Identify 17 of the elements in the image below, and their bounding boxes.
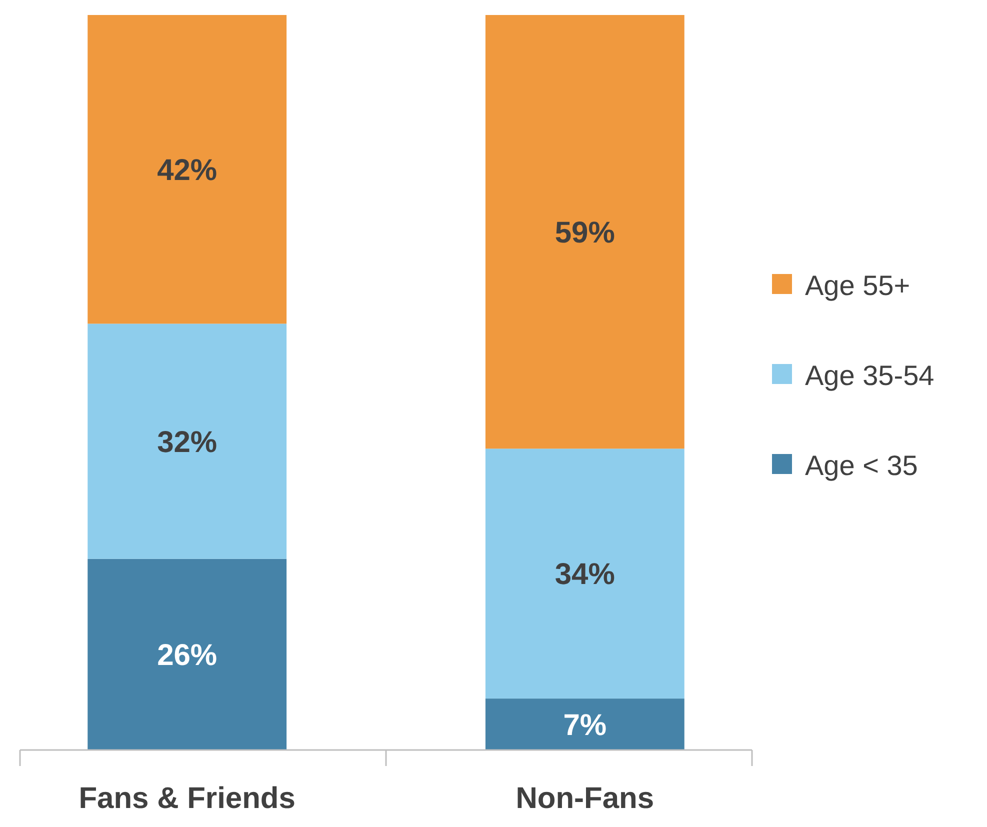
data-label: 34% — [554, 558, 615, 592]
data-label: 7% — [563, 708, 607, 742]
legend-label: Age 55+ — [805, 270, 910, 301]
data-label: 32% — [157, 426, 218, 459]
bar — [485, 698, 684, 750]
bar — [88, 324, 287, 559]
bar — [485, 448, 684, 699]
legend-label: Age 35-54 — [805, 360, 934, 391]
bar — [88, 15, 287, 324]
legend-label: Age < 35 — [805, 450, 918, 481]
x-tick-label: Non-Fans — [516, 782, 654, 815]
data-label: 26% — [157, 638, 218, 672]
bar — [485, 15, 684, 449]
bar — [88, 558, 287, 750]
x-tick-label: Fans & Friends — [78, 782, 296, 815]
data-label: 42% — [157, 154, 218, 187]
data-label: 59% — [554, 216, 615, 250]
